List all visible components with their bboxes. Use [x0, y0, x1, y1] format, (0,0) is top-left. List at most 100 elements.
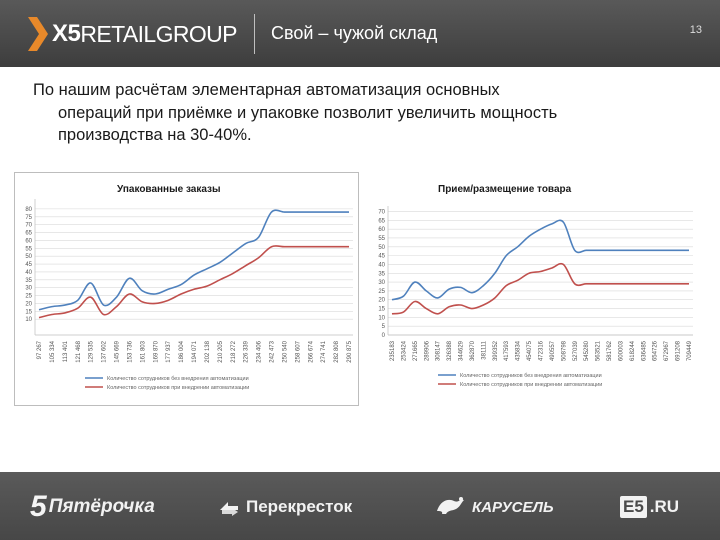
y-tick-label: 50: [25, 254, 32, 260]
footer-bar: 5 Пятёрочка Перекресток КАРУСЕЛЬ E5 .RU: [0, 472, 720, 540]
x-tick-label: 527039: [573, 340, 579, 361]
x-tick-label: 417593: [504, 340, 510, 361]
series-line-1: [38, 209, 349, 311]
x-tick-label: 672967: [664, 340, 670, 361]
perekrestok-arrows-icon: [220, 502, 238, 516]
e5-logo-box: E5: [620, 496, 647, 518]
x-tick-label: 235183: [390, 340, 396, 361]
series-line-1: [391, 219, 689, 301]
x-tick-label: 242 473: [270, 340, 276, 362]
series-line-2: [38, 245, 349, 319]
y-tick-label: 15: [378, 307, 385, 313]
x-tick-label: 161 803: [140, 340, 146, 362]
y-tick-label: 60: [25, 238, 32, 244]
x-tick-label: 97 267: [37, 340, 43, 359]
chart-receiving-placement: Прием/размещение товара 0 5 10 15 20 25 30 35 40 4…: [370, 183, 698, 398]
y-tick-label: 30: [25, 286, 32, 292]
x-tick-label: 105 334: [50, 340, 56, 362]
y-tick-label: 10: [25, 317, 32, 323]
x-tick-label: 344629: [459, 340, 465, 361]
x-tick-label: 194 071: [192, 340, 198, 362]
x-tick-label: 381111: [481, 340, 487, 359]
chart-title: Прием/размещение товара: [438, 184, 572, 195]
y-tick-label: 20: [378, 298, 385, 304]
brand-perekrestok: Перекресток: [218, 494, 352, 520]
y-tick-label: 0: [382, 333, 386, 339]
pyaterochka-5-logo: 5: [30, 490, 47, 523]
x-tick-label: 282 808: [334, 340, 340, 362]
x-tick-label: 326388: [447, 340, 453, 361]
x-tick-label: 454075: [527, 340, 533, 361]
x-tick-label: 290 875: [347, 340, 353, 362]
x5-retail-group-logo: X5 RETAILGROUP: [28, 14, 238, 54]
x-tick-label: 129 535: [89, 340, 95, 362]
y-tick-label: 40: [378, 262, 385, 268]
brand-karusel: КАРУСЕЛЬ: [434, 494, 554, 520]
e5-logo-ru: .RU: [649, 497, 680, 516]
x-tick-label: 250 540: [282, 340, 288, 362]
x-tick-label: 226 339: [244, 340, 250, 362]
x-tick-label: 289906: [424, 340, 430, 361]
y-tick-label: 35: [378, 271, 385, 277]
x-tick-label: 508798: [561, 340, 567, 361]
legend-entry: Количество сотрудников при внедрении авт…: [107, 385, 249, 391]
x-tick-label: 113 401: [63, 340, 69, 362]
brand-pyaterochka-label: Пятёрочка: [48, 496, 155, 517]
body-paragraph: По нашим расчётам элементарная автоматиз…: [33, 79, 693, 147]
x-tick-label: 490557: [550, 340, 556, 361]
x-tick-label: 153 736: [127, 340, 133, 362]
x-tick-label: 177 937: [166, 340, 172, 362]
legend-entry: Количество сотрудников без внедрения авт…: [460, 373, 602, 379]
y-tick-label: 65: [25, 231, 32, 237]
body-line-3: производства на 30-40%.: [58, 126, 252, 144]
y-tick-label: 55: [378, 236, 385, 242]
x-tick-label: 709449: [687, 340, 693, 361]
header-bar: X5 RETAILGROUP Свой – чужой склад 13: [0, 0, 720, 67]
chart-receiving-placement-svg: Прием/размещение товара 0 5 10 15 20 25 30 35 40 4…: [378, 184, 693, 388]
body-line-1: По нашим расчётам элементарная автоматиз…: [33, 81, 500, 99]
x-tick-label: 169 870: [153, 340, 159, 362]
y-tick-label: 5: [382, 324, 386, 330]
brand-e5ru: E5 .RU: [620, 494, 679, 520]
x-tick-label: 581762: [607, 340, 613, 361]
y-tick-label: 80: [25, 207, 32, 213]
y-tick-label: 10: [378, 315, 385, 321]
body-line-2: операций при приёмке и упаковке позволит…: [58, 103, 558, 122]
series-line-2: [391, 262, 689, 315]
brand-pyaterochka: 5 Пятёрочка: [30, 490, 155, 523]
x-tick-label: 435834: [516, 340, 522, 361]
x-tick-label: 472316: [539, 340, 545, 361]
x-tick-label: 545280: [584, 340, 590, 361]
x-tick-label: 600003: [618, 340, 624, 361]
y-tick-label: 70: [378, 210, 385, 216]
y-tick-label: 35: [25, 278, 32, 284]
header-divider: [254, 14, 255, 54]
brand-perekrestok-label: Перекресток: [246, 497, 353, 516]
x-tick-label: 258 607: [295, 340, 301, 362]
y-tick-label: 30: [378, 280, 385, 286]
x-tick-label: 137 602: [102, 340, 108, 362]
x-tick-label: 308147: [436, 340, 442, 361]
x-tick-label: 202 138: [205, 340, 211, 362]
x-tick-label: 234 406: [257, 340, 263, 362]
x-tick-label: 266 674: [308, 340, 314, 362]
y-tick-label: 65: [378, 218, 385, 224]
chart-packed-orders: Упакованные заказы 10 15 20 25 30 35 40 45 50 55 60…: [14, 172, 359, 406]
y-tick-label: 40: [25, 270, 32, 276]
legend-entry: Количество сотрудников без внедрения авт…: [107, 376, 249, 382]
x-tick-label: 271665: [413, 340, 419, 361]
y-tick-label: 25: [378, 289, 385, 295]
x-tick-label: 399352: [493, 340, 499, 361]
y-tick-label: 25: [25, 294, 32, 300]
logo-retail-text: RETAILGROUP: [80, 20, 237, 47]
y-tick-label: 70: [25, 223, 32, 229]
y-tick-label: 55: [25, 246, 32, 252]
x-tick-label: 654726: [653, 340, 659, 361]
x-tick-label: 618244: [630, 340, 636, 361]
y-tick-label: 15: [25, 309, 32, 315]
x-tick-label: 186 004: [179, 340, 185, 362]
y-tick-label: 45: [378, 254, 385, 260]
x-tick-label: 210 205: [218, 340, 224, 362]
chevron-logo-icon: [28, 17, 48, 51]
